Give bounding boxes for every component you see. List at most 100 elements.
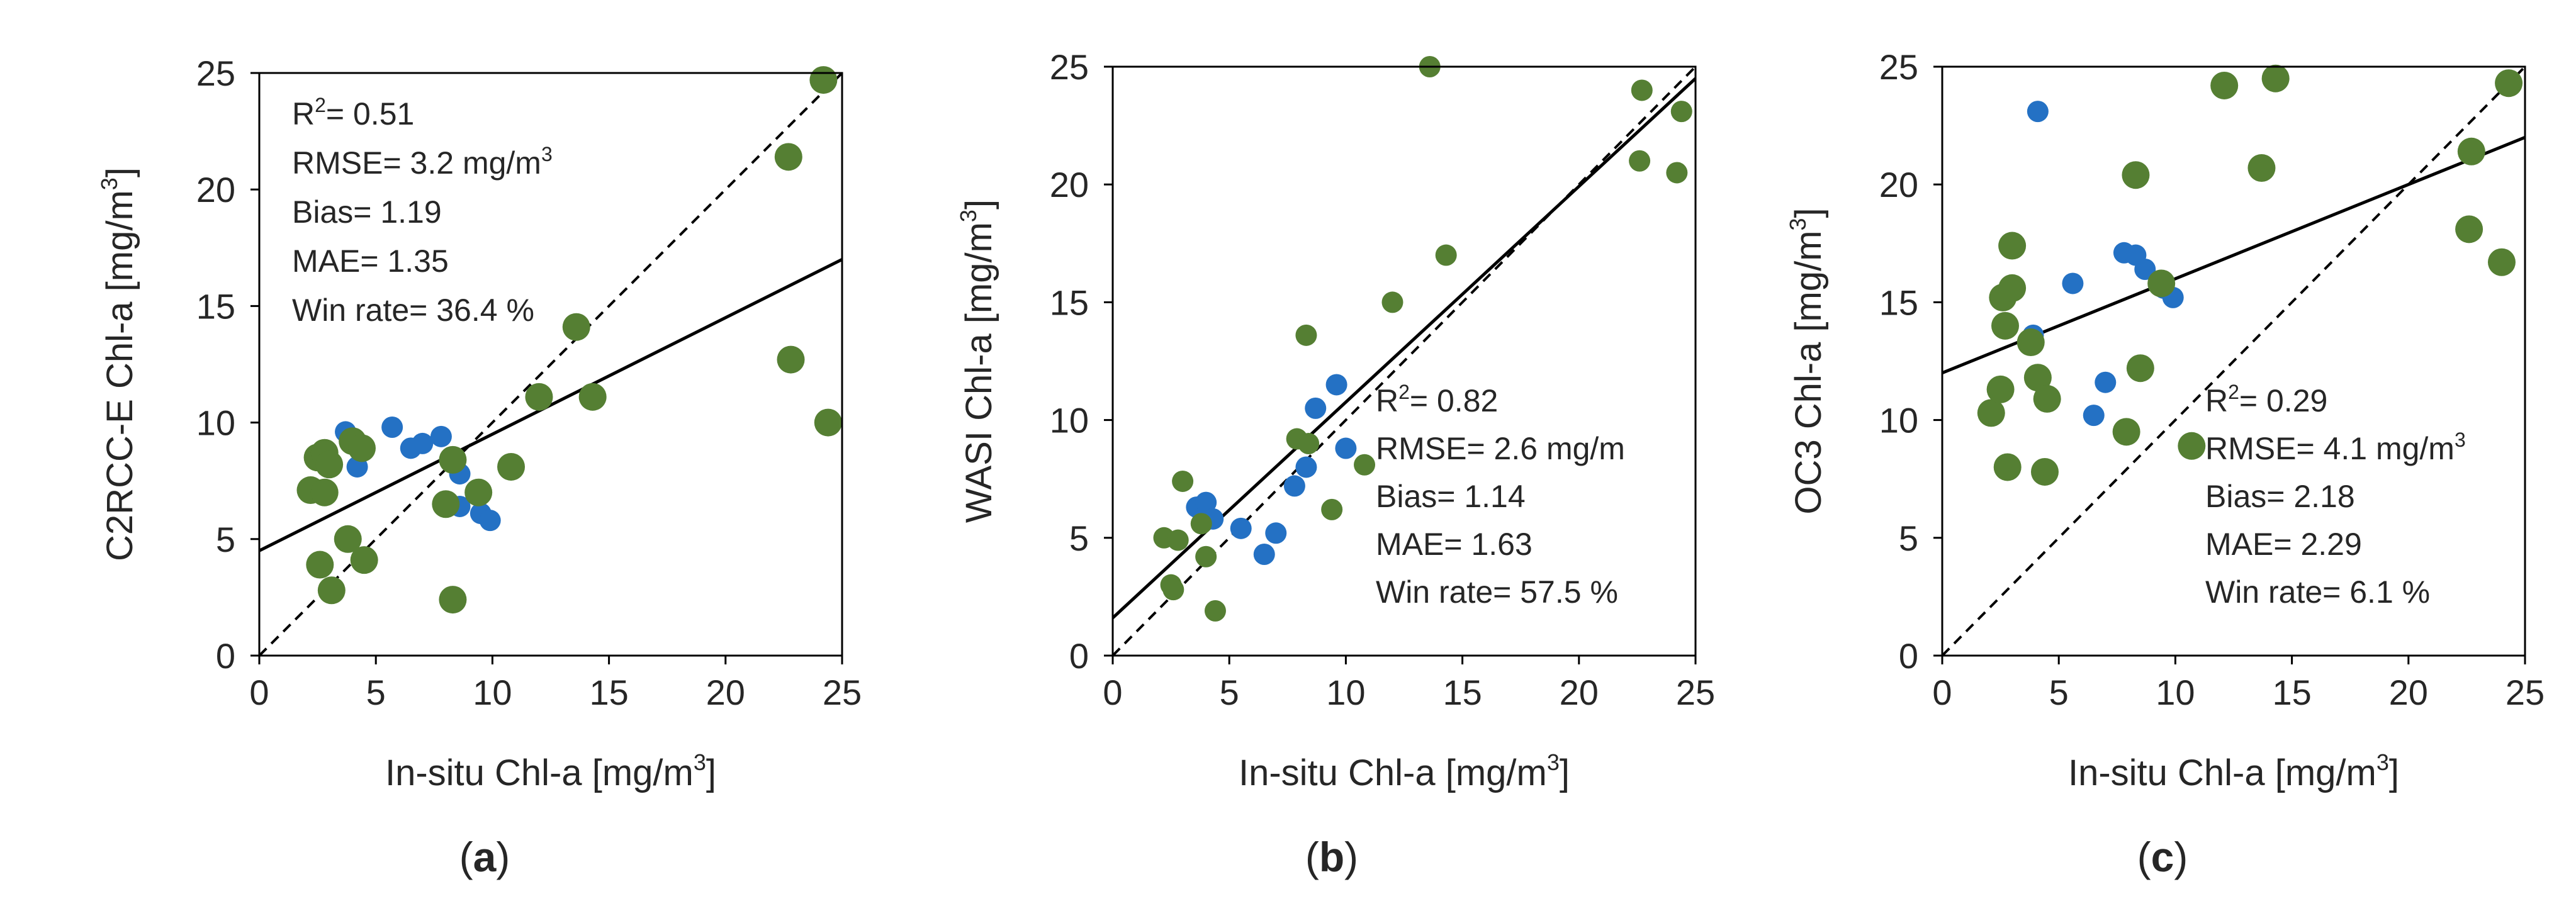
panel-c-y-tick-15: 15 — [1879, 282, 1918, 322]
panel-c-green-point-15 — [2178, 432, 2206, 460]
panel-c-y-tick-0: 0 — [1899, 636, 1918, 676]
panel-b-one-to-one-line — [1113, 67, 1696, 656]
panel-c-stats-box: R2= 0.29 RMSE= 4.1 mg/m3 Bias= 2.18 MAE= 2.… — [2205, 381, 2466, 610]
panel-b-blue-point-6 — [1283, 475, 1305, 497]
panel-b-green-point-5 — [1190, 513, 1212, 535]
panel-a-green-point-18 — [578, 383, 607, 411]
panel-c-green-point-4 — [1993, 453, 2022, 481]
panel-c-ticks: 0 5 10 15 20 25 0 5 10 15 20 25 — [1879, 47, 2545, 712]
panel-b-green-point-10 — [1298, 433, 1320, 455]
panel-b-green-point-9 — [1295, 324, 1317, 346]
panel-c-x-tick-5: 5 — [2049, 673, 2069, 712]
panel-b-x-tick-10: 10 — [1326, 673, 1365, 712]
panel-a-green-point-13 — [439, 586, 467, 614]
panel-c-green-point-8 — [2023, 364, 2052, 392]
panel-c-y-tick-20: 20 — [1879, 165, 1918, 204]
panel-a-y-tick-25: 25 — [196, 53, 235, 93]
panel-c-y-tick-10: 10 — [1879, 401, 1918, 440]
panel-c-x-tick-25: 25 — [2506, 673, 2545, 712]
panel-c-x-tick-0: 0 — [1932, 673, 1952, 712]
panel-c-y-tick-5: 5 — [1899, 518, 1918, 558]
panel-c-y-tick-25: 25 — [1879, 47, 1918, 87]
panel-c-green-point-0 — [1977, 399, 2005, 427]
panel-b-stat-line-3: MAE= 1.63 — [1376, 527, 1533, 562]
panel-b-stat-line-2: Bias= 1.14 — [1376, 479, 1526, 514]
panel-b-x-tick-25: 25 — [1676, 673, 1715, 712]
panel-a-green-point-11 — [432, 490, 460, 518]
panel-c-stat-line-3: MAE= 2.29 — [2205, 527, 2362, 562]
panel-b-x-tick-20: 20 — [1560, 673, 1599, 712]
panel-c-y-axis-label: OC3 Chl-a [mg/m3] — [1785, 208, 1829, 514]
panel-a-x-tick-5: 5 — [366, 673, 386, 712]
panel-c-stat-line-4: Win rate= 6.1 % — [2205, 574, 2430, 610]
panel-b-blue-point-5 — [1265, 522, 1287, 544]
panel-a-green-point-22 — [814, 408, 842, 437]
panel-b-blue-point-9 — [1325, 374, 1347, 396]
panel-a-green-point-19 — [774, 143, 802, 171]
panel-c-green-point-11 — [2112, 418, 2140, 446]
panel-a-points — [296, 66, 842, 614]
panel-c-green-point-20 — [2457, 137, 2485, 165]
panel-a-x-tick-0: 0 — [249, 673, 269, 712]
panel-b-green-point-11 — [1321, 498, 1343, 520]
panel-c-green-point-16 — [2210, 71, 2239, 99]
panel-b-green-point-15 — [1435, 244, 1457, 266]
panel-a-x-tick-15: 15 — [589, 673, 628, 712]
panel-a-stat-line-2: Bias= 1.19 — [292, 194, 442, 230]
panel-b-x-tick-0: 0 — [1103, 673, 1122, 712]
panel-b-y-tick-10: 10 — [1050, 401, 1089, 440]
panel-a-x-tick-20: 20 — [706, 673, 745, 712]
panel-a-stat-line-0: R2= 0.51 — [292, 94, 414, 131]
panel-c-green-point-1 — [1986, 375, 2015, 403]
panel-b-blue-point-4 — [1253, 544, 1275, 566]
panel-b-lines — [1113, 67, 1696, 656]
panel-c-stat-line-0: R2= 0.29 — [2205, 381, 2327, 418]
panel-b-green-point-19 — [1670, 101, 1692, 123]
panel-b-green-point-18 — [1666, 162, 1688, 184]
panel-b-stat-line-4: Win rate= 57.5 % — [1376, 574, 1618, 610]
panel-a-x-tick-10: 10 — [473, 673, 512, 712]
panel-b-green-point-13 — [1381, 291, 1403, 313]
panel-a-blue-point-2 — [381, 417, 403, 439]
panel-a-green-point-20 — [777, 345, 805, 374]
panel-c: 0 5 10 15 20 25 0 5 10 15 20 25 In-situ Chl-a [mg/m… — [1785, 47, 2545, 880]
panel-a-regression-line — [259, 258, 842, 552]
panel-b-points — [1153, 56, 1692, 622]
panel-c-blue-point-3 — [2083, 405, 2105, 427]
panel-a-green-point-7 — [334, 525, 362, 553]
panel-b-green-point-2 — [1162, 579, 1184, 601]
panel-b-green-point-12 — [1354, 454, 1376, 476]
panel-c-blue-point-7 — [2134, 258, 2156, 280]
panel-b-green-point-7 — [1204, 600, 1226, 622]
panel-b-x-axis-label: In-situ Chl-a [mg/m3] — [1239, 749, 1570, 793]
panel-b-y-tick-20: 20 — [1050, 165, 1089, 204]
panel-b-x-tick-15: 15 — [1443, 673, 1482, 712]
panel-b-stats-box: R2= 0.82 RMSE= 2.6 mg/m Bias= 1.14 MAE= 1.6… — [1376, 381, 1625, 610]
panel-c-x-tick-20: 20 — [2389, 673, 2428, 712]
panel-a-y-axis-label: C2RCC-E Chl-a [mg/m3] — [96, 167, 140, 561]
panel-a-stat-line-3: MAE= 1.35 — [292, 243, 449, 279]
panel-b-y-axis-label: WASI Chl-a [mg/m3] — [955, 199, 999, 523]
panel-b-green-point-3 — [1167, 529, 1189, 551]
panel-a-green-point-3 — [306, 551, 334, 579]
panel-a-green-point-12 — [439, 445, 467, 474]
panel-a: 0 5 10 15 20 25 0 5 10 15 20 25 In-situ Chl-a [mg/m… — [96, 53, 862, 880]
panel-c-green-point-5 — [1998, 274, 2027, 302]
panel-a-green-point-15 — [497, 452, 526, 481]
panel-c-green-point-10 — [2033, 384, 2061, 413]
panel-a-green-point-21 — [809, 66, 838, 94]
panel-b-stat-line-0: R2= 0.82 — [1376, 381, 1498, 418]
panel-c-green-point-18 — [2261, 64, 2290, 92]
panel-b-y-tick-25: 25 — [1050, 47, 1089, 87]
panel-a-blue-point-8 — [479, 510, 501, 532]
panel-c-green-point-6 — [1998, 232, 2027, 260]
panel-c-green-point-19 — [2455, 215, 2483, 243]
panel-c-green-point-17 — [2247, 154, 2276, 182]
panel-a-green-point-14 — [464, 478, 493, 506]
panel-b-blue-point-7 — [1295, 456, 1317, 478]
panel-c-x-axis-label: In-situ Chl-a [mg/m3] — [2068, 749, 2399, 793]
panel-a-y-tick-5: 5 — [216, 520, 235, 559]
panel-b-blue-point-8 — [1305, 397, 1327, 419]
panel-b: 0 5 10 15 20 25 0 5 10 15 20 25 In-situ Chl-a [mg/m… — [955, 47, 1715, 880]
